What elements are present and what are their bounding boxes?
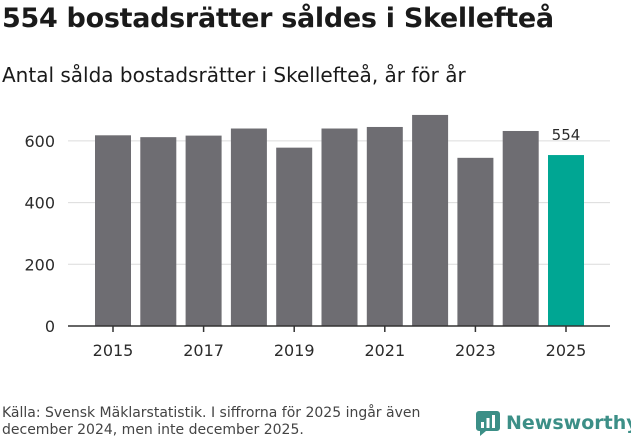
bar-2015 — [95, 135, 131, 326]
x-tick-label: 2019 — [274, 341, 315, 360]
chart-title: 554 bostadsrätter såldes i Skellefteå — [2, 3, 554, 34]
x-tick-label: 2017 — [183, 341, 224, 360]
y-tick-label: 0 — [45, 317, 55, 336]
bar-2019 — [276, 147, 313, 326]
y-tick-label: 200 — [24, 255, 55, 274]
bar-2024 — [502, 130, 539, 326]
y-tick-label: 400 — [24, 194, 55, 213]
bar-2021 — [366, 126, 403, 326]
bar-2022 — [412, 114, 449, 327]
source-note: Källa: Svensk Mäklarstatistik. I siffror… — [2, 405, 421, 438]
bar-2018 — [230, 128, 267, 326]
bar-2016 — [140, 137, 177, 326]
x-tick-label: 2015 — [93, 341, 134, 360]
bar-2025 — [548, 155, 584, 326]
value-label-2025: 554 — [552, 126, 581, 144]
x-tick-label: 2023 — [455, 341, 496, 360]
newsworthy-logo-icon — [476, 411, 500, 436]
bar-2023 — [457, 157, 494, 326]
newsworthy-logo: Newsworthy — [476, 408, 631, 438]
logo-text: Newsworthy — [506, 412, 631, 434]
bar-chart: 0 200 400 600 2015 2017 2019 2021 2023 2025 554 — [24, 114, 610, 360]
x-tick-label: 2021 — [364, 341, 405, 360]
y-tick-label: 600 — [24, 132, 55, 151]
bar-2017 — [185, 135, 222, 326]
bar-2020 — [321, 128, 358, 326]
chart-subtitle: Antal sålda bostadsrätter i Skellefteå, … — [2, 63, 466, 87]
x-tick-label: 2025 — [546, 341, 587, 360]
